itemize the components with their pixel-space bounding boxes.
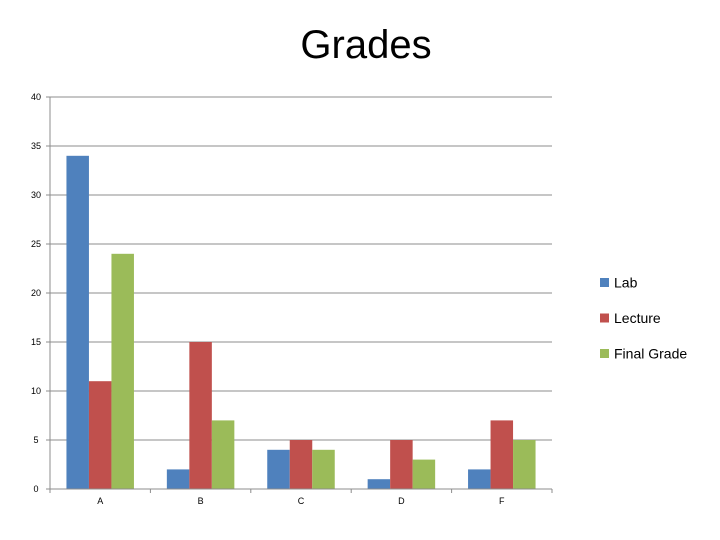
y-tick-label: 20 (31, 288, 41, 298)
bar-lecture-c (289, 440, 313, 489)
x-tick-label: A (97, 496, 103, 506)
y-tick-label: 35 (31, 141, 41, 151)
bar-lecture-d (390, 440, 413, 489)
bar-final-grade-d (412, 459, 436, 489)
y-tick-label: 40 (31, 92, 41, 102)
y-tick-label: 15 (31, 337, 41, 347)
bars (66, 155, 536, 490)
bar-lecture-a (88, 381, 112, 489)
bar-lab-c (267, 449, 290, 489)
chart-title: Grades (300, 23, 431, 67)
y-tick-label: 5 (33, 435, 38, 445)
x-tick-label: B (198, 496, 204, 506)
y-tick-label: 30 (31, 190, 41, 200)
legend-label-lab: Lab (614, 275, 638, 291)
bar-lab-a (66, 155, 89, 490)
x-tick-label: C (298, 496, 305, 506)
legend-label-lecture: Lecture (614, 310, 661, 326)
x-tick-label: F (499, 496, 505, 506)
bar-final-grade-b (211, 420, 235, 489)
legend-swatch-lab (600, 278, 609, 287)
bar-final-grade-a (111, 253, 134, 489)
y-tick-label: 25 (31, 239, 41, 249)
y-tick-label: 0 (33, 484, 38, 494)
bar-lecture-b (189, 342, 212, 489)
axes: 0 5 10 15 20 25 30 35 40 A B C D F (31, 92, 553, 506)
bar-lab-b (166, 469, 190, 489)
legend-label-final-grade: Final Grade (614, 346, 687, 362)
bar-lab-f (468, 469, 491, 489)
bar-lecture-f (490, 420, 514, 489)
bar-final-grade-c (312, 449, 335, 489)
legend: Lab Lecture Final Grade (600, 275, 687, 362)
x-tick-label: D (398, 496, 405, 506)
bar-lab-d (367, 479, 391, 489)
legend-swatch-final-grade (600, 349, 609, 358)
legend-swatch-lecture (600, 313, 609, 323)
bar-final-grade-f (513, 440, 536, 489)
y-tick-label: 10 (31, 386, 41, 396)
